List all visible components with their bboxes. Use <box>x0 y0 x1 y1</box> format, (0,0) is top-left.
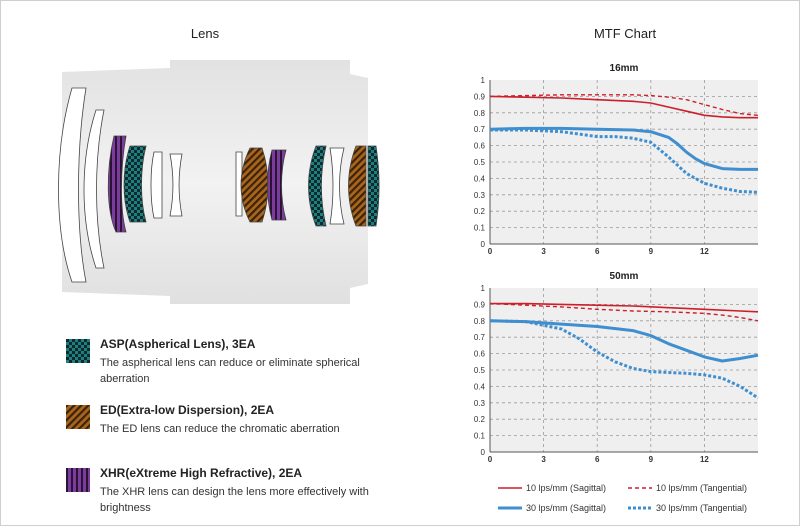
y-tick-label: 0.7 <box>474 333 486 342</box>
y-tick-label: 0 <box>481 240 486 249</box>
x-tick-label: 0 <box>488 455 493 464</box>
y-tick-label: 0.5 <box>474 158 486 167</box>
y-tick-label: 0.3 <box>474 191 486 200</box>
x-tick-label: 6 <box>595 455 600 464</box>
y-tick-label: 0.6 <box>474 142 486 151</box>
mtf-chart-16mm: 16mm 1 0.9 0.8 0.7 0.6 0.5 0.4 0.3 0.2 0.1 00 3 6 9 12 <box>474 63 759 256</box>
x-tick-label: 9 <box>649 455 654 464</box>
y-tick-label: 0.9 <box>474 300 486 309</box>
chart-title-16mm: 16mm <box>610 63 639 74</box>
y-tick-label: 1 <box>481 76 486 85</box>
legend-asp-name: ASP(Aspherical Lens), 3EA <box>100 337 256 351</box>
chart-title-50mm: 50mm <box>610 271 639 282</box>
x-tick-label: 6 <box>595 247 600 256</box>
y-tick-label: 0.2 <box>474 415 486 424</box>
diagonal-stripe-pattern-swatch <box>66 405 90 429</box>
legend-label-30-sagittal: 30 lps/mm (Sagittal) <box>526 503 606 513</box>
y-tick-label: 1 <box>481 284 486 293</box>
y-tick-label: 0.2 <box>474 207 486 216</box>
series-line-10-tangential <box>489 94 759 116</box>
x-tick-label: 3 <box>541 455 546 464</box>
legend-xhr-name: XHR(eXtreme High Refractive), 2EA <box>100 466 303 480</box>
series-line-10-sagittal <box>489 95 758 119</box>
lens-section-title: Lens <box>190 26 220 41</box>
lens-diagram <box>58 60 380 304</box>
x-tick-label: 9 <box>649 247 654 256</box>
y-tick-label: 0.4 <box>474 382 486 391</box>
x-tick-label: 3 <box>541 247 546 256</box>
vertical-stripe-pattern-swatch <box>66 468 90 492</box>
x-tick-label: 0 <box>488 247 493 256</box>
y-tick-label: 0.4 <box>474 174 486 183</box>
legend-ed-name: ED(Extra-low Dispersion), 2EA <box>100 403 275 417</box>
y-tick-label: 0.8 <box>474 109 486 118</box>
y-tick-label: 0 <box>481 448 486 457</box>
series-line-10-tangential <box>489 302 759 322</box>
y-tick-label: 0.9 <box>474 92 486 101</box>
y-tick-label: 0.1 <box>474 432 486 441</box>
mtf-section-title: MTF Chart <box>593 26 657 41</box>
y-tick-label: 0.7 <box>474 125 486 134</box>
series-line-10-sagittal <box>490 302 759 313</box>
series-line-30-sagittal <box>489 319 759 363</box>
mtf-chart-50mm: 50mm 1 0.9 0.8 0.7 0.6 0.5 0.4 0.3 0.2 0.1 00 3 6 9 12 <box>474 271 759 464</box>
series-line-30-tangential <box>489 319 759 400</box>
x-tick-label: 12 <box>700 247 709 256</box>
legend-asp-desc: The aspherical lens can reduce or elimin… <box>100 357 360 385</box>
legend-ed-desc: The ED lens can reduce the chromatic abe… <box>100 423 340 435</box>
mtf-legend: 10 lps/mm (Sagittal) 10 lps/mm (Tangenti… <box>498 483 747 513</box>
y-tick-label: 0.3 <box>474 399 486 408</box>
y-tick-label: 0.8 <box>474 317 486 326</box>
y-tick-label: 0.6 <box>474 350 486 359</box>
series-line-30-sagittal <box>489 126 758 171</box>
legend-xhr-desc: The XHR lens can design the lens more ef… <box>100 486 369 514</box>
legend-label-10-sagittal: 10 lps/mm (Sagittal) <box>526 483 606 493</box>
legend-label-10-tangential: 10 lps/mm (Tangential) <box>656 483 747 493</box>
y-tick-label: 0.5 <box>474 366 486 375</box>
y-tick-label: 0.1 <box>474 224 486 233</box>
checker-pattern-swatch <box>66 339 90 363</box>
x-tick-label: 12 <box>700 455 709 464</box>
legend-label-30-tangential: 30 lps/mm (Tangential) <box>656 503 747 513</box>
series-line-30-tangential <box>490 128 759 194</box>
